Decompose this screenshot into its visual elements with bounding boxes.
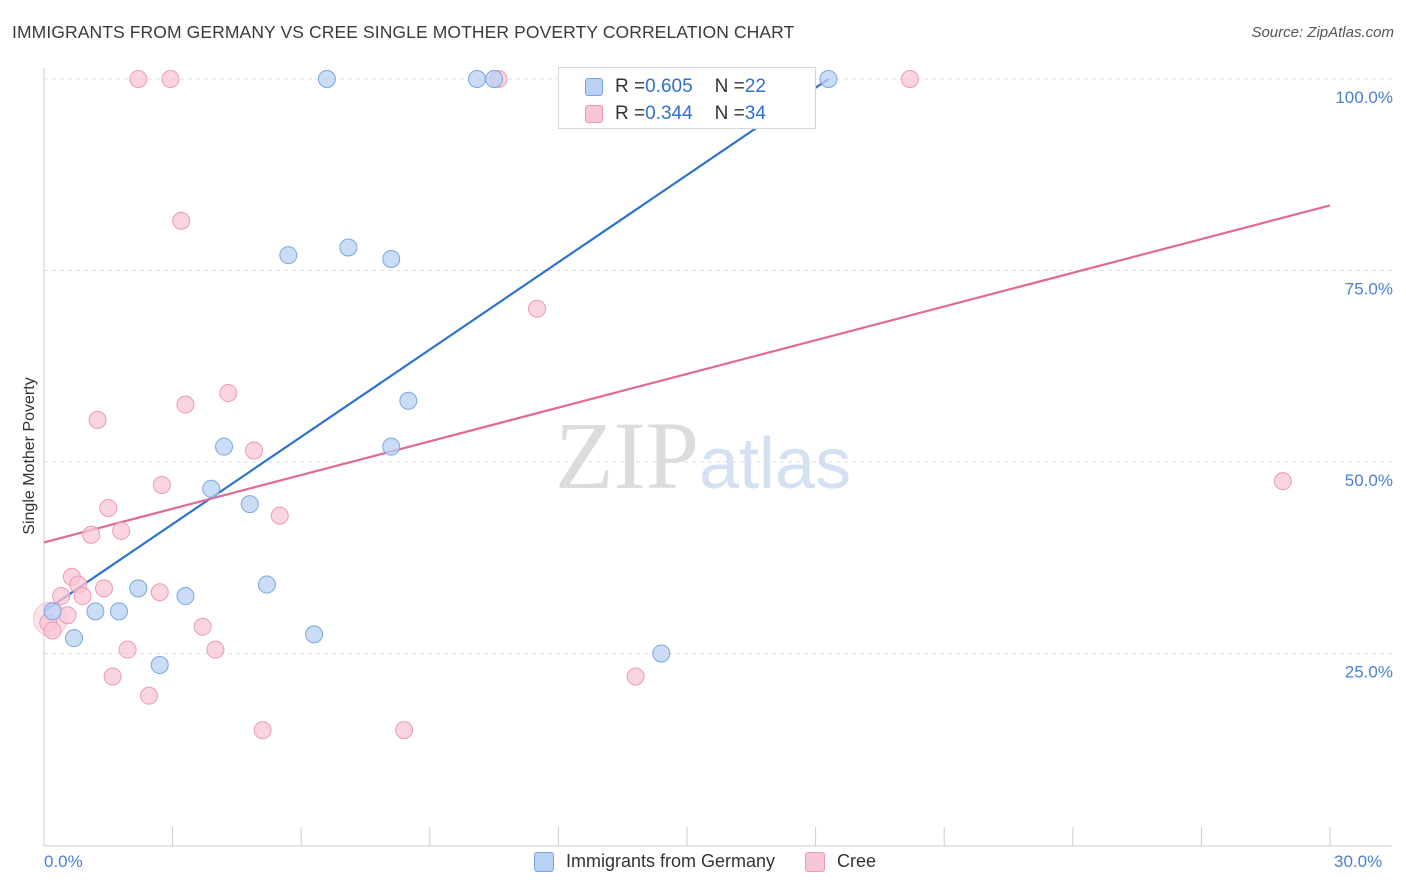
point-germany [317, 70, 336, 88]
point-cree [172, 211, 191, 230]
point-germany [110, 602, 129, 621]
point-cree [206, 640, 225, 659]
legend-n-value: 22 [744, 76, 766, 97]
legend-row-germany: R = 0.605 N = 22 [559, 74, 766, 100]
source-label: Source: ZipAtlas.com [1251, 24, 1394, 41]
point-cree [626, 667, 645, 686]
point-germany [819, 70, 838, 88]
legend-r-value: 0.605 [645, 76, 693, 97]
legend-row-cree: R = 0.344 N = 34 [559, 101, 766, 127]
watermark-zip: ZIP [555, 402, 699, 509]
point-germany [257, 575, 276, 594]
legend-r-label: R = [615, 103, 646, 124]
point-germany [202, 479, 221, 498]
series-legend-germany: Immigrants from Germany [534, 851, 775, 872]
legend-n-label: N = [714, 76, 745, 97]
point-cree [253, 721, 272, 740]
trend-line-germany [43, 78, 830, 613]
point-germany [129, 579, 148, 598]
point-cree [161, 70, 180, 88]
point-cree [129, 70, 148, 88]
point-cree [395, 721, 414, 740]
point-cree [193, 617, 212, 636]
series-swatch-cree [805, 851, 826, 872]
series-label-germany: Immigrants from Germany [566, 851, 776, 871]
point-cree [140, 686, 159, 705]
point-germany [467, 70, 486, 88]
series-label-cree: Cree [837, 851, 877, 871]
legend-r-value: 0.344 [645, 103, 693, 124]
point-germany [382, 437, 401, 456]
legend-swatch-germany [585, 78, 603, 96]
point-germany [382, 250, 401, 269]
point-germany [399, 391, 418, 410]
data-points [32, 70, 1292, 740]
point-cree [43, 621, 62, 640]
point-germany [279, 246, 298, 265]
point-germany [150, 655, 169, 674]
correlation-legend: R = 0.605 N = 22 R = 0.344 N = 34 [558, 67, 816, 129]
point-cree [82, 525, 101, 544]
watermark-atlas: atlas [699, 424, 852, 504]
y-axis-label: Single Mother Poverty [21, 377, 38, 534]
point-cree [176, 395, 195, 414]
chart-title: IMMIGRANTS FROM GERMANY VS CREE SINGLE M… [12, 22, 795, 42]
point-cree [270, 506, 289, 525]
trend-line-cree [43, 204, 1331, 544]
series-swatch-germany [534, 851, 554, 872]
y-tick-label: 75.0% [1345, 280, 1393, 299]
point-cree [245, 441, 264, 460]
point-cree [527, 299, 546, 318]
point-germany [65, 629, 84, 648]
point-cree [150, 583, 169, 602]
x-axis-min-label: 0.0% [44, 852, 83, 871]
legend-n-label: N = [714, 103, 745, 124]
point-germany [215, 437, 234, 456]
point-cree [1273, 472, 1292, 491]
y-tick-labels: 25.0% 50.0% 75.0% 100.0% [1335, 88, 1393, 682]
legend-swatch-cree [585, 105, 603, 123]
point-germany [305, 625, 324, 644]
point-cree [118, 640, 137, 659]
point-cree [152, 475, 171, 494]
legend-r-label: R = [615, 76, 646, 97]
point-cree [900, 70, 919, 88]
axes [43, 68, 1392, 847]
point-germany [176, 587, 195, 606]
series-legend-cree: Cree [805, 851, 876, 872]
point-cree [112, 521, 131, 540]
point-cree [88, 410, 107, 429]
y-tick-label: 100.0% [1335, 88, 1393, 107]
point-cree [99, 498, 118, 517]
point-germany [485, 70, 504, 88]
point-germany [43, 602, 62, 621]
point-germany [339, 238, 358, 257]
series-legend: Immigrants from Germany Cree [534, 851, 906, 872]
point-cree [219, 384, 238, 403]
point-cree [95, 579, 114, 598]
point-germany [86, 602, 105, 621]
y-tick-label: 50.0% [1345, 471, 1393, 490]
watermark: ZIPatlas [555, 400, 851, 511]
x-axis-max-label: 30.0% [1334, 852, 1383, 871]
point-germany [240, 495, 259, 514]
point-cree [52, 587, 71, 606]
y-tick-label: 25.0% [1345, 663, 1393, 682]
point-cree [58, 606, 77, 625]
legend-n-value: 34 [744, 103, 766, 124]
point-cree [103, 667, 122, 686]
point-germany [652, 644, 671, 663]
trend-lines [43, 78, 1331, 613]
point-cree [73, 587, 92, 606]
